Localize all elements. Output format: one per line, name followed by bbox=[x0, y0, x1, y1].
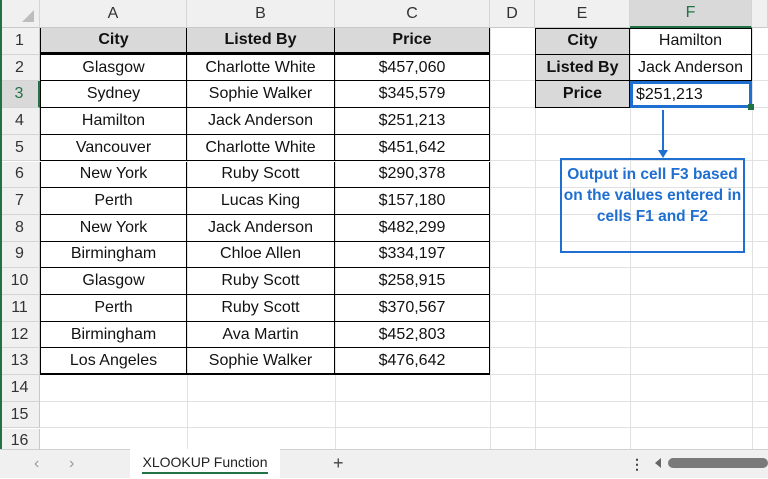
row-header-11[interactable]: 11 bbox=[0, 295, 40, 322]
table-cell[interactable]: Glasgow bbox=[40, 268, 187, 295]
row-header-13[interactable]: 13 bbox=[0, 348, 40, 376]
table-cell[interactable]: Ruby Scott bbox=[187, 268, 335, 295]
arrow-down-icon bbox=[658, 110, 668, 158]
table-cell[interactable]: $457,060 bbox=[335, 54, 490, 82]
callout-text: Output in cell F3 based on the values en… bbox=[563, 166, 742, 225]
next-sheet-icon[interactable]: › bbox=[69, 455, 75, 472]
row-header-3[interactable]: 3 bbox=[0, 81, 40, 109]
grid-row bbox=[40, 375, 768, 402]
select-all-corner[interactable] bbox=[0, 0, 40, 28]
select-all-icon bbox=[22, 10, 34, 22]
row-header-6[interactable]: 6 bbox=[0, 161, 40, 189]
table-cell[interactable]: $334,197 bbox=[335, 241, 490, 269]
fill-handle[interactable] bbox=[748, 104, 754, 111]
table-cell[interactable]: Los Angeles bbox=[40, 348, 187, 376]
row-header-5[interactable]: 5 bbox=[0, 134, 40, 162]
table-header-city[interactable]: City bbox=[40, 28, 187, 55]
table-cell[interactable]: Charlotte White bbox=[187, 134, 335, 162]
table-cell[interactable]: Charlotte White bbox=[187, 54, 335, 82]
lookup-label-price[interactable]: Price bbox=[535, 81, 630, 109]
lookup-label-city[interactable]: City bbox=[535, 28, 630, 55]
table-cell[interactable]: $452,803 bbox=[335, 321, 490, 349]
row-header-1[interactable]: 1 bbox=[0, 28, 40, 55]
table-cell[interactable]: $451,642 bbox=[335, 134, 490, 162]
row-header-9[interactable]: 9 bbox=[0, 241, 40, 269]
sheet-tab-bar: ‹ › XLOOKUP Function + ⋮ bbox=[0, 449, 768, 479]
prev-sheet-icon[interactable]: ‹ bbox=[34, 455, 40, 472]
column-header-C[interactable]: C bbox=[335, 0, 490, 28]
sheet-tab-label: XLOOKUP Function bbox=[142, 454, 268, 474]
row-header-10[interactable]: 10 bbox=[0, 268, 40, 295]
table-cell[interactable]: Chloe Allen bbox=[187, 241, 335, 269]
grid-col-line bbox=[630, 28, 631, 449]
table-cell[interactable]: Ava Martin bbox=[187, 321, 335, 349]
table-header-price[interactable]: Price bbox=[335, 28, 490, 55]
row-header-7[interactable]: 7 bbox=[0, 188, 40, 215]
lookup-value-listed-by[interactable]: Jack Anderson bbox=[630, 54, 752, 82]
more-options-icon[interactable]: ⋮ bbox=[630, 456, 644, 472]
column-header-F[interactable]: F bbox=[630, 0, 752, 28]
horizontal-scrollbar[interactable] bbox=[668, 458, 768, 468]
table-cell[interactable]: Sydney bbox=[40, 81, 187, 109]
row-header-15[interactable]: 15 bbox=[0, 401, 40, 429]
column-header-D[interactable]: D bbox=[490, 0, 535, 28]
scroll-left-icon[interactable] bbox=[655, 458, 661, 468]
grid-col-line bbox=[335, 28, 336, 449]
table-cell[interactable]: $476,642 bbox=[335, 348, 490, 376]
table-cell[interactable]: Jack Anderson bbox=[187, 108, 335, 135]
table-cell[interactable]: Vancouver bbox=[40, 134, 187, 162]
grid-col-line bbox=[187, 28, 188, 449]
row-header-14[interactable]: 14 bbox=[0, 375, 40, 402]
grid-col-line bbox=[535, 28, 536, 449]
table-cell[interactable]: Birmingham bbox=[40, 321, 187, 349]
sheet-tab-xlookup[interactable]: XLOOKUP Function bbox=[130, 449, 280, 479]
grid-col-line bbox=[752, 28, 753, 449]
table-cell[interactable]: New York bbox=[40, 161, 187, 189]
table-cell[interactable]: $258,915 bbox=[335, 268, 490, 295]
table-cell[interactable]: Ruby Scott bbox=[187, 295, 335, 322]
table-cell[interactable]: New York bbox=[40, 214, 187, 242]
callout-box: Output in cell F3 based on the values en… bbox=[560, 158, 745, 253]
table-cell[interactable]: Perth bbox=[40, 188, 187, 215]
row-header-2[interactable]: 2 bbox=[0, 54, 40, 82]
table-cell[interactable]: $157,180 bbox=[335, 188, 490, 215]
row-header-12[interactable]: 12 bbox=[0, 321, 40, 349]
selected-cell-f3[interactable]: $251,213 bbox=[630, 81, 752, 109]
lookup-label-listed-by[interactable]: Listed By bbox=[535, 54, 630, 82]
grid-row bbox=[40, 402, 768, 429]
table-cell[interactable]: $370,567 bbox=[335, 295, 490, 322]
add-sheet-button[interactable]: + bbox=[333, 453, 344, 473]
table-cell[interactable]: $251,213 bbox=[335, 108, 490, 135]
row-header-4[interactable]: 4 bbox=[0, 108, 40, 135]
column-header-E[interactable]: E bbox=[535, 0, 630, 28]
window-left-edge bbox=[0, 0, 2, 478]
table-cell[interactable]: Hamilton bbox=[40, 108, 187, 135]
table-cell[interactable]: Sophie Walker bbox=[187, 348, 335, 376]
table-cell[interactable]: $482,299 bbox=[335, 214, 490, 242]
lookup-value-city[interactable]: Hamilton bbox=[630, 28, 752, 55]
table-cell[interactable]: Sophie Walker bbox=[187, 81, 335, 109]
table-cell[interactable]: Ruby Scott bbox=[187, 161, 335, 189]
table-cell[interactable]: $290,378 bbox=[335, 161, 490, 189]
table-cell[interactable]: Perth bbox=[40, 295, 187, 322]
column-header-A[interactable]: A bbox=[40, 0, 187, 28]
table-cell[interactable]: Jack Anderson bbox=[187, 214, 335, 242]
column-header-B[interactable]: B bbox=[187, 0, 335, 28]
table-cell[interactable]: $345,579 bbox=[335, 81, 490, 109]
row-header-8[interactable]: 8 bbox=[0, 214, 40, 242]
table-cell[interactable]: Glasgow bbox=[40, 54, 187, 82]
table-cell[interactable]: Lucas King bbox=[187, 188, 335, 215]
column-header-G[interactable] bbox=[752, 0, 768, 28]
table-header-listed-by[interactable]: Listed By bbox=[187, 28, 335, 55]
grid-col-line bbox=[490, 28, 491, 449]
table-cell[interactable]: Birmingham bbox=[40, 241, 187, 269]
